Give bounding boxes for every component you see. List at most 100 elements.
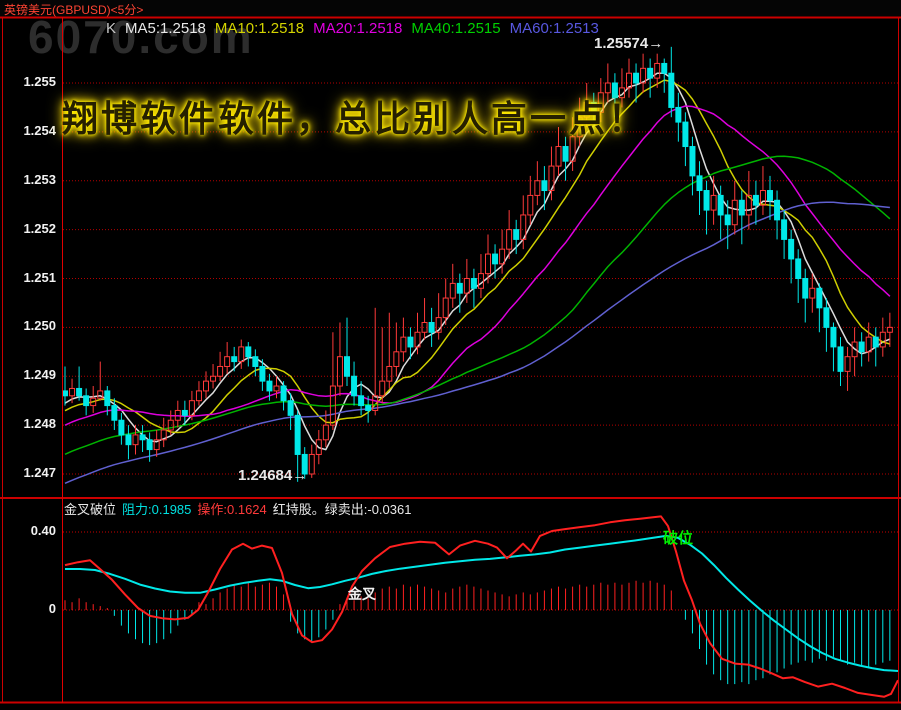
candle-body bbox=[809, 287, 816, 299]
candle-body bbox=[407, 336, 414, 348]
candle-body bbox=[618, 87, 625, 99]
candle-body bbox=[463, 278, 470, 294]
candle-body bbox=[83, 395, 90, 407]
candle-body bbox=[499, 248, 506, 265]
candle-body bbox=[527, 194, 534, 216]
candle-body bbox=[252, 356, 259, 367]
candle-body bbox=[358, 395, 365, 407]
candle-body bbox=[188, 400, 195, 416]
candle-body bbox=[759, 190, 766, 206]
candle-body bbox=[682, 121, 689, 148]
price-axis-label: 1.250 bbox=[23, 318, 56, 334]
indicator-header-segment: 操作:0.1624 bbox=[197, 502, 267, 517]
candle-body bbox=[210, 375, 217, 382]
candle-body bbox=[485, 253, 491, 275]
legend-item: K bbox=[106, 20, 117, 37]
ma-line-40 bbox=[64, 155, 891, 455]
candle-body bbox=[379, 380, 386, 397]
candle-body bbox=[414, 331, 421, 348]
candle-body bbox=[633, 72, 640, 84]
candle-body bbox=[745, 194, 752, 216]
red-line bbox=[64, 515, 899, 698]
candle-body bbox=[477, 273, 484, 289]
watermark: 6070.com bbox=[28, 11, 254, 63]
candle-body bbox=[294, 414, 301, 455]
candle-body bbox=[104, 390, 111, 407]
price-axis-label: 1.252 bbox=[23, 220, 56, 236]
price-axis-label: 1.255 bbox=[23, 74, 56, 89]
candle-body bbox=[344, 356, 350, 377]
candle-body bbox=[590, 102, 597, 113]
candle-body bbox=[69, 387, 76, 397]
candle-body bbox=[203, 380, 209, 392]
candle-body bbox=[259, 365, 266, 382]
legend-item: MA20:1.2518 bbox=[313, 20, 403, 37]
indicator-axis-label: 0 bbox=[48, 601, 56, 616]
indicator-axis-label: 0.40 bbox=[30, 523, 56, 538]
candle-body bbox=[562, 146, 569, 162]
candle-body bbox=[301, 453, 308, 475]
candle-body bbox=[393, 351, 400, 367]
candle-body bbox=[781, 219, 788, 240]
candle-body bbox=[351, 375, 358, 397]
candle-body bbox=[139, 434, 146, 441]
legend-item: MA10:1.2518 bbox=[214, 20, 305, 37]
candle-body bbox=[442, 297, 449, 319]
candle-body bbox=[541, 180, 548, 192]
candle-body bbox=[308, 453, 315, 475]
price-axis-label: 1.253 bbox=[23, 171, 56, 187]
golden-cross-label: 金叉 bbox=[348, 586, 376, 602]
price-axis-label: 1.254 bbox=[23, 122, 56, 138]
candle-body bbox=[555, 146, 562, 167]
indicator-header-segment: 阻力:0.1985 bbox=[122, 502, 192, 517]
candle-body bbox=[62, 390, 68, 397]
candle-body bbox=[174, 409, 181, 421]
candle-body bbox=[456, 282, 463, 294]
candle-body bbox=[322, 424, 329, 441]
candle-body bbox=[329, 385, 336, 426]
candle-body bbox=[752, 194, 759, 206]
candle-body bbox=[195, 390, 202, 402]
candle-body bbox=[90, 397, 97, 407]
candle-body bbox=[626, 72, 632, 89]
candle-body bbox=[583, 102, 590, 118]
low-price-annotation: 1.24684→ bbox=[238, 467, 308, 484]
candle-body bbox=[217, 365, 224, 377]
candle-body bbox=[224, 356, 231, 367]
candle-body bbox=[548, 165, 555, 192]
price-axis-label: 1.247 bbox=[23, 465, 56, 480]
candle-body bbox=[731, 199, 738, 226]
legend-item: MA5:1.2518 bbox=[125, 20, 206, 37]
high-price-annotation: 1.25574→ bbox=[594, 35, 664, 52]
candle-body bbox=[315, 439, 322, 455]
candle-body bbox=[273, 385, 280, 392]
price-axis-label: 1.251 bbox=[23, 269, 56, 285]
candle-body bbox=[470, 278, 477, 289]
candle-body bbox=[132, 434, 139, 446]
candle-body bbox=[372, 395, 379, 411]
candle-body bbox=[534, 180, 541, 196]
candle-body bbox=[788, 238, 795, 260]
candle-body bbox=[167, 419, 174, 431]
candle-body bbox=[266, 380, 273, 392]
candle-body bbox=[837, 346, 844, 372]
candle-body bbox=[181, 409, 188, 416]
candle-body bbox=[520, 214, 527, 240]
candle-body bbox=[111, 405, 118, 421]
candle-body bbox=[710, 194, 717, 211]
candle-body bbox=[879, 331, 886, 348]
candle-body bbox=[724, 214, 731, 226]
legend-item: MA60:1.2513 bbox=[509, 20, 599, 37]
candle-body bbox=[816, 287, 823, 309]
price-axis-label: 1.248 bbox=[23, 416, 56, 432]
candle-body bbox=[611, 82, 618, 99]
candle-body bbox=[865, 336, 872, 353]
candle-body bbox=[160, 429, 167, 441]
candle-body bbox=[647, 67, 654, 79]
candle-body bbox=[597, 92, 604, 113]
indicator-header-segment: 红持股。绿卖出:-0.0361 bbox=[272, 502, 412, 517]
candle-body bbox=[696, 175, 703, 192]
candle-body bbox=[428, 321, 435, 333]
candle-body bbox=[844, 356, 851, 372]
